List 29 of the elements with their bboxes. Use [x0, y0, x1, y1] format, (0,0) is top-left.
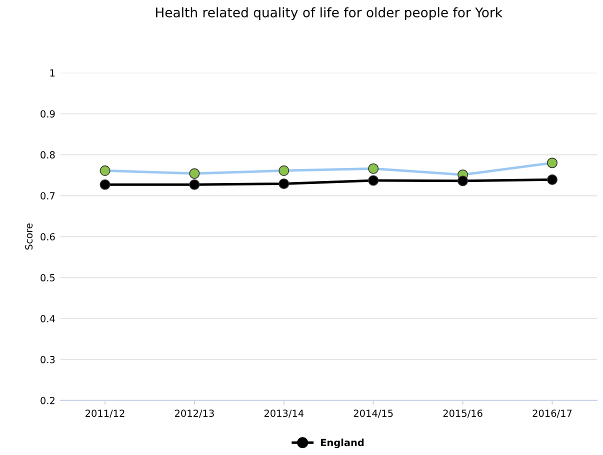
- y-tick-label: 0.2: [40, 396, 54, 404]
- x-tick-label: 2013/14: [264, 410, 304, 418]
- point: [368, 163, 379, 174]
- x-tick-label: 2016/17: [532, 410, 572, 418]
- point: [546, 158, 558, 168]
- x-tick-label: 2012/13: [174, 410, 214, 418]
- point: [100, 179, 110, 190]
- y-tick-label: 0.3: [40, 356, 55, 364]
- point: [458, 176, 468, 186]
- point: [189, 179, 200, 190]
- y-tick-label: 0.7: [40, 192, 55, 200]
- point: [278, 165, 290, 176]
- x-tick-label: 2011/12: [86, 410, 124, 418]
- y-tick-label: 0.9: [40, 110, 55, 118]
- y-tick-label: 1: [50, 69, 55, 76]
- y-tick-label: 0.5: [40, 274, 55, 282]
- x-tick-label: 2014/15: [354, 410, 393, 418]
- point: [189, 168, 200, 179]
- y-tick-label: 0.4: [40, 314, 55, 322]
- y-axis-title: Score: [25, 224, 33, 250]
- y-tick-label: 0.8: [40, 151, 55, 159]
- point: [278, 178, 290, 190]
- y-tick-label: 0.6: [40, 233, 55, 240]
- legend-label: England: [320, 438, 364, 448]
- point: [368, 175, 379, 186]
- chart-title: Health related quality of life for older people for York: [156, 7, 502, 20]
- x-tick-label: 2015/16: [443, 410, 482, 418]
- point: [100, 165, 110, 176]
- point: [546, 174, 558, 185]
